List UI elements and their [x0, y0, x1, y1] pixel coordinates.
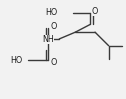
Text: O: O: [50, 58, 56, 67]
Text: HO: HO: [11, 56, 23, 65]
Text: O: O: [92, 7, 98, 16]
Text: HO: HO: [45, 8, 57, 17]
Text: O: O: [50, 22, 56, 31]
Text: NH: NH: [42, 35, 54, 44]
